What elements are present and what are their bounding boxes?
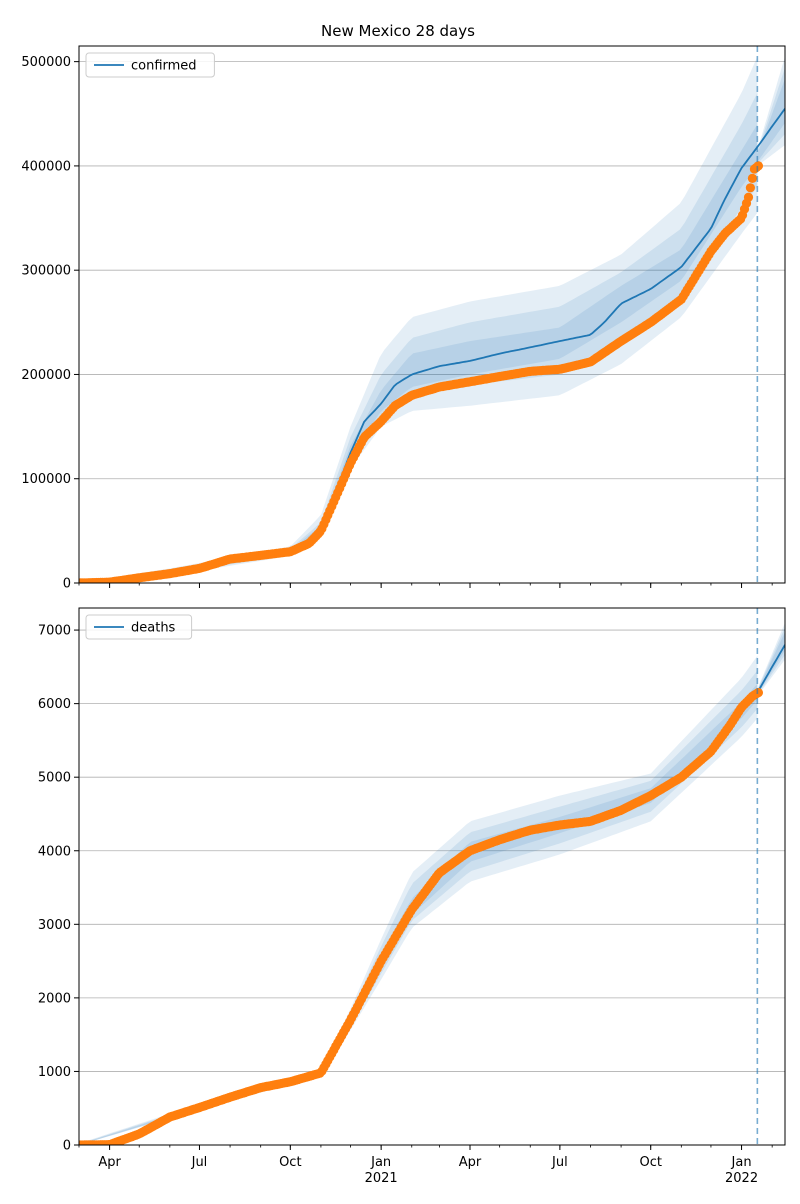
x-year-label: 2022	[725, 1171, 758, 1186]
y-tick-label: 3000	[38, 918, 71, 933]
forecast-band	[757, 67, 785, 164]
legend: deaths	[85, 614, 193, 640]
x-tick-label: Oct	[639, 1155, 661, 1170]
axes-frame	[78, 45, 786, 584]
y-tick-label: 7000	[38, 624, 71, 639]
x-year-label: 2021	[365, 1171, 398, 1186]
x-tick-label: Jan	[731, 1155, 752, 1170]
confirmed-panel: 0 100000 200000 300000 400000 500000 confirmed	[21, 45, 786, 592]
uncertainty-band-outer	[79, 56, 758, 583]
legend-label: confirmed	[131, 59, 197, 74]
x-tick-label: Jul	[191, 1155, 208, 1170]
forecast-band	[757, 627, 785, 696]
legend-box	[85, 52, 215, 78]
legend-box	[85, 614, 193, 640]
observed-point	[745, 183, 756, 193]
observed-point	[747, 173, 758, 183]
y-tick-label: 6000	[38, 697, 71, 712]
x-tick-label: Apr	[98, 1155, 121, 1170]
observed-point	[753, 688, 763, 698]
y-tick-label: 2000	[38, 991, 71, 1006]
plot-area	[79, 622, 785, 1145]
forecast-band	[757, 622, 785, 697]
legend: confirmed	[85, 52, 215, 78]
forecast-band	[757, 78, 785, 162]
y-tick-label: 0	[63, 577, 71, 592]
axes-frame	[78, 607, 786, 1146]
observed-point	[743, 192, 754, 202]
y-tick-label: 1000	[38, 1065, 71, 1080]
y-tick-label: 400000	[21, 159, 71, 174]
y-tick-label: 300000	[21, 264, 71, 279]
x-tick-label: Oct	[279, 1155, 301, 1170]
y-tick-label: 200000	[21, 368, 71, 383]
uncertainty-band-inner	[79, 124, 758, 583]
observed-markers	[79, 161, 763, 583]
y-tick-label: 500000	[21, 55, 71, 70]
deaths-panel: 0 1000 2000 3000 4000 5000 6000 7000 Apr Jul Oct Ja…	[38, 607, 786, 1186]
legend-label: deaths	[131, 621, 176, 636]
x-tick-label: Jan	[370, 1155, 391, 1170]
x-tick-label: Jul	[551, 1155, 568, 1170]
y-tick-label: 100000	[21, 472, 71, 487]
chart-title: New Mexico 28 days	[321, 22, 475, 40]
y-tick-label: 5000	[38, 771, 71, 786]
y-tick-label: 0	[63, 1139, 71, 1154]
y-tick-label: 4000	[38, 844, 71, 859]
observed-markers	[79, 688, 763, 1145]
plot-area	[79, 56, 785, 583]
observed-point	[753, 161, 763, 171]
x-tick-label: Apr	[459, 1155, 482, 1170]
uncertainty-band-middle	[79, 92, 758, 583]
